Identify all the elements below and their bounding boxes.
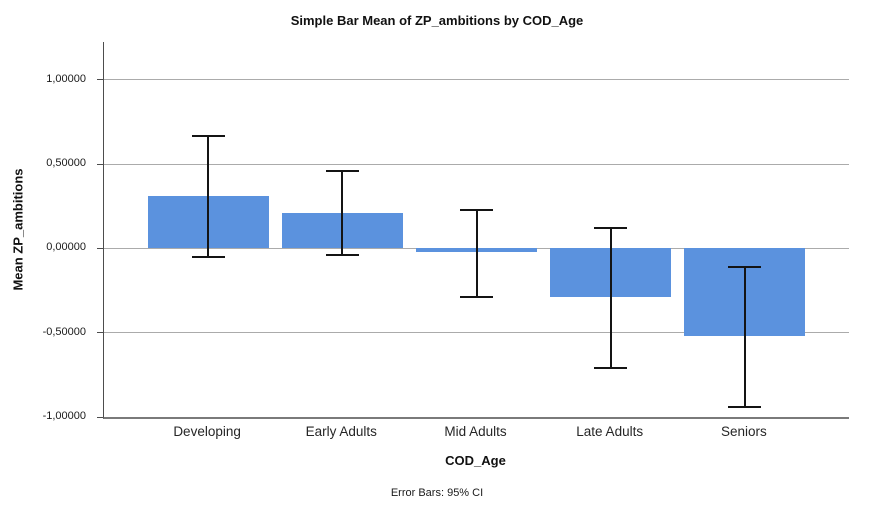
error-bar-cap-low-late-adults — [594, 367, 628, 370]
error-bar-cap-high-developing — [191, 134, 225, 137]
error-bar-line-seniors — [743, 267, 746, 407]
error-bar-cap-high-mid-adults — [460, 208, 493, 211]
y-tick-mark — [97, 79, 103, 81]
y-tick-label-0-00000: 0,00000 — [46, 241, 86, 254]
error-bar-line-developing — [207, 135, 210, 257]
error-bar-line-early-adults — [341, 170, 344, 256]
plot-area — [103, 42, 849, 419]
x-category-label-late-adults: Late Adults — [576, 424, 644, 439]
error-bar-cap-low-early-adults — [325, 254, 359, 257]
error-bars-footnote: Error Bars: 95% CI — [390, 487, 484, 499]
x-category-label-developing: Developing — [173, 424, 241, 439]
gridline--0-50000 — [104, 332, 849, 334]
x-category-label-mid-adults: Mid Adults — [444, 424, 507, 439]
x-category-label-seniors: Seniors — [721, 424, 767, 439]
y-tick-label-0-50000: 0,50000 — [46, 157, 86, 170]
error-bar-cap-high-seniors — [728, 266, 762, 269]
x-category-label-early-adults: Early Adults — [305, 424, 377, 439]
error-bar-cap-high-early-adults — [325, 169, 359, 172]
gridline-1-00000 — [104, 79, 849, 81]
y-axis-title: Mean ZP_ambitions — [10, 168, 26, 291]
error-bar-line-late-adults — [609, 228, 612, 369]
x-axis-title: COD_Age — [445, 453, 506, 468]
y-tick-mark — [97, 163, 103, 165]
y-tick-label-1-00000: 1,00000 — [46, 72, 86, 85]
y-tick-mark — [97, 416, 103, 418]
error-bar-cap-high-late-adults — [594, 227, 628, 230]
chart-title: Simple Bar Mean of ZP_ambitions by COD_A… — [290, 13, 584, 28]
error-bar-cap-low-mid-adults — [460, 296, 493, 299]
y-tick-label--1-00000: -1,00000 — [42, 410, 86, 422]
error-bar-cap-low-developing — [191, 255, 225, 258]
y-tick-label--0-50000: -0,50000 — [42, 325, 86, 338]
gridline-0-50000 — [104, 163, 849, 165]
y-tick-mark — [97, 247, 103, 249]
error-bar-line-mid-adults — [475, 209, 478, 298]
error-bar-cap-low-seniors — [728, 405, 762, 408]
y-tick-mark — [97, 332, 103, 334]
